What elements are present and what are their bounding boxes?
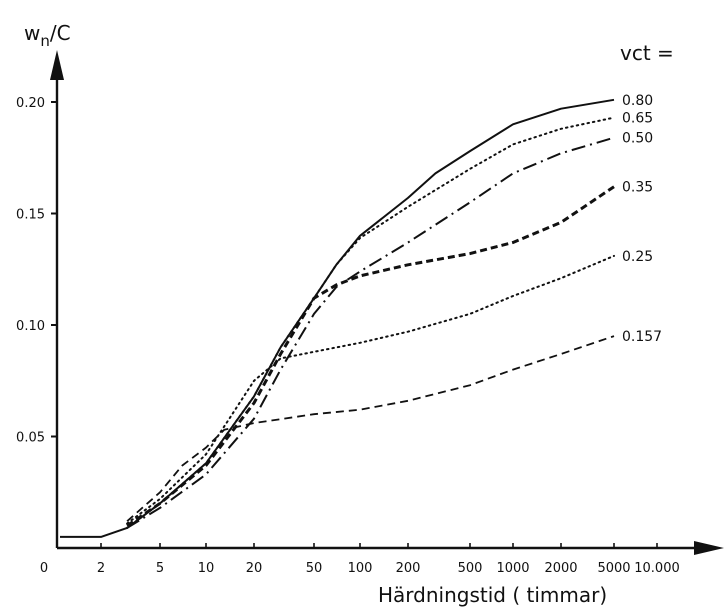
- y-tick-label: 0.10: [16, 319, 45, 334]
- series-lines: [60, 98, 615, 538]
- x-tick-label: 0: [40, 561, 48, 576]
- series-line-0-50: [126, 136, 615, 529]
- y-axis-label: wn/C: [24, 21, 71, 50]
- x-axis: [57, 541, 724, 555]
- x-tick-label: 100: [348, 561, 373, 576]
- x-tick-label: 500: [458, 561, 483, 576]
- y-axis-arrow-icon: [50, 50, 64, 80]
- series-label-0-50: 0.50: [622, 131, 653, 147]
- x-tick-label: 2: [97, 561, 105, 576]
- y-tick-label: 0.20: [16, 96, 45, 111]
- x-tick-label: 10.000: [634, 561, 680, 576]
- series-label-0-65: 0.65: [622, 111, 653, 127]
- x-ticks: 0 2 5 10 20 50 100 200 500 1000 2000 5000 10.000: [40, 543, 680, 576]
- x-tick-label: 200: [396, 561, 421, 576]
- series-line-0-65: [126, 116, 615, 529]
- x-tick-label: 5: [156, 561, 164, 576]
- x-tick-label: 20: [246, 561, 263, 576]
- series-label-0-157: 0.157: [622, 329, 662, 345]
- x-tick-label: 50: [306, 561, 323, 576]
- x-tick-label: 2000: [544, 561, 577, 576]
- x-axis-label: Härdningstid ( timmar): [378, 583, 607, 607]
- x-tick-label: 10: [198, 561, 215, 576]
- y-tick-label: 0.05: [16, 431, 45, 446]
- series-labels: 0.80 0.65 0.50 0.35 0.25 0.157: [622, 93, 662, 345]
- x-axis-arrow-icon: [694, 541, 724, 555]
- y-ticks: 0.20 0.15 0.10 0.05: [16, 96, 57, 446]
- y-tick-label: 0.15: [16, 208, 45, 223]
- series-label-0-80: 0.80: [622, 93, 653, 109]
- series-line-0-157: [126, 335, 615, 522]
- series-label-0-35: 0.35: [622, 180, 653, 196]
- legend-title: vct =: [620, 41, 674, 65]
- series-label-0-25: 0.25: [622, 249, 653, 265]
- x-tick-label: 5000: [597, 561, 630, 576]
- x-tick-label: 1000: [496, 561, 529, 576]
- series-line-0-25: [126, 254, 615, 525]
- series-line-0-35: [126, 185, 615, 527]
- y-axis: [50, 50, 64, 548]
